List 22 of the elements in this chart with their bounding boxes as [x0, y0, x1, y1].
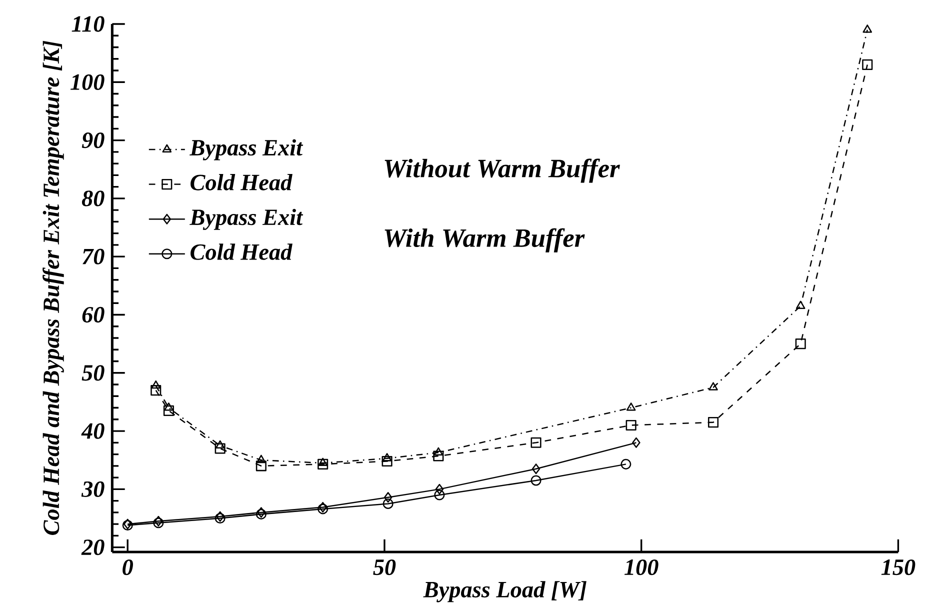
annotation: Without Warm Buffer — [384, 158, 620, 183]
legend-label: Cold Head — [190, 244, 292, 260]
y-tick-label: 100 — [70, 74, 104, 90]
y-tick-label: 50 — [82, 365, 104, 381]
x-axis-title: Bypass Load [W] — [423, 581, 586, 602]
y-tick-label: 110 — [72, 16, 104, 32]
y-tick-label: 60 — [82, 306, 104, 323]
y-tick-label: 20 — [81, 540, 104, 556]
x-tick-label: 150 — [881, 559, 916, 576]
y-axis-title: Cold Head and Bypass Buffer Exit Temperature [K] — [42, 40, 64, 535]
x-tick-label: 100 — [624, 559, 658, 576]
x-tick-label: 50 — [373, 559, 396, 576]
x-tick-label: 0 — [122, 559, 133, 576]
legend-label: Bypass Exit — [190, 208, 304, 230]
annotation: With Warm Buffer — [384, 228, 585, 252]
legend-label: Cold Head — [190, 174, 292, 190]
y-tick-label: 80 — [82, 190, 104, 206]
legend-label: Bypass Exit — [190, 139, 304, 160]
y-tick-label: 30 — [81, 481, 104, 498]
y-tick-label: 70 — [82, 248, 104, 264]
y-tick-label: 90 — [82, 132, 104, 148]
y-tick-label: 40 — [81, 423, 104, 439]
